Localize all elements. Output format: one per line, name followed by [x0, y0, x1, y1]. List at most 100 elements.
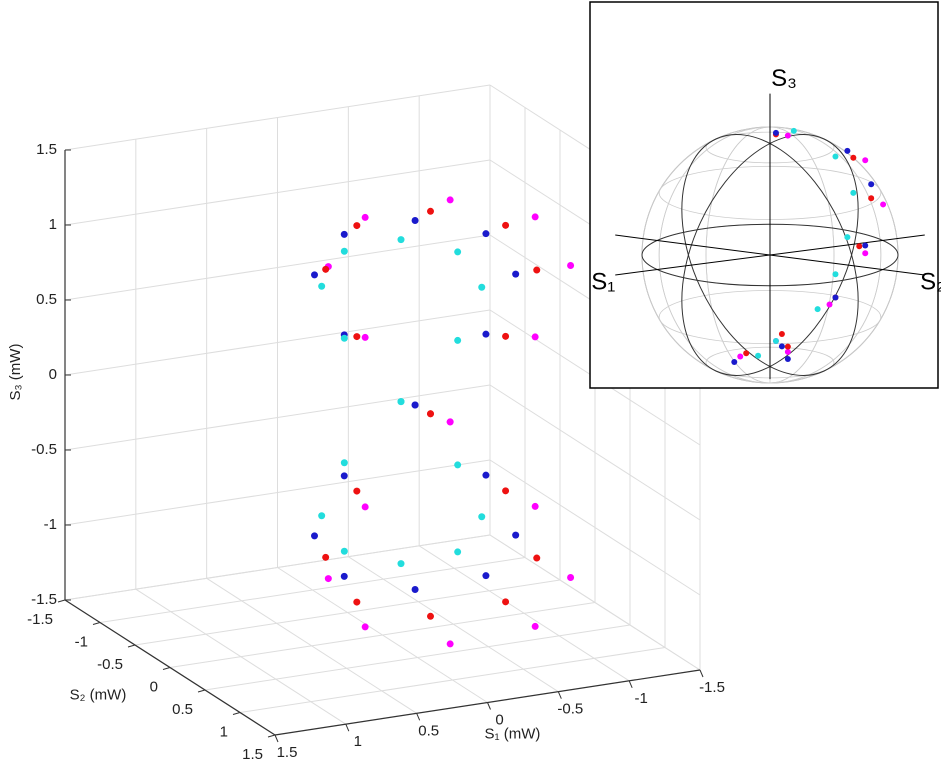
data-point: [454, 336, 462, 344]
data-point: [531, 502, 539, 510]
data-point: [340, 547, 348, 555]
data-point: [340, 247, 348, 255]
x-axis-label: S₁ (mW): [485, 725, 541, 742]
data-point: [502, 487, 510, 495]
data-point: [784, 348, 791, 355]
data-point: [502, 332, 510, 340]
data-point: [778, 330, 785, 337]
data-point: [826, 301, 833, 308]
x-tick-label: 1: [354, 733, 362, 750]
data-point: [411, 217, 419, 225]
data-point: [311, 532, 318, 540]
data-point: [533, 266, 541, 274]
data-point: [814, 306, 821, 313]
data-point: [361, 623, 369, 631]
tick-mark: [274, 734, 279, 743]
data-point: [482, 572, 490, 580]
data-point: [567, 262, 575, 270]
data-point: [868, 181, 875, 188]
data-point: [502, 221, 510, 229]
tick-mark: [345, 723, 350, 732]
data-point: [446, 418, 454, 426]
data-point: [512, 270, 520, 278]
data-point: [832, 153, 839, 160]
data-point: [832, 294, 839, 301]
data-point: [862, 157, 869, 164]
x-tick-label: -0.5: [557, 701, 583, 718]
data-point: [862, 250, 869, 257]
data-point: [512, 531, 520, 539]
data-point: [361, 333, 369, 341]
data-point: [784, 355, 791, 362]
tick-mark: [92, 622, 101, 625]
data-point: [772, 337, 779, 344]
tick-mark: [267, 734, 276, 738]
data-point: [361, 213, 369, 221]
tick-mark: [416, 713, 421, 721]
grid-line: [99, 557, 526, 623]
data-point: [353, 487, 361, 495]
x-tick-label: 1.5: [277, 744, 298, 760]
grid-line: [134, 579, 561, 646]
y-tick-label: -1.5: [27, 611, 53, 628]
z-tick-label: 0.5: [36, 291, 57, 308]
data-point: [340, 334, 348, 342]
grid-line: [64, 534, 491, 601]
x-tick-label: 0.5: [418, 722, 439, 739]
data-point: [411, 586, 419, 594]
grid-line: [239, 647, 666, 713]
data-point: [844, 234, 851, 241]
data-point: [844, 147, 851, 154]
z-tick-label: 1: [49, 216, 57, 233]
tick-mark: [232, 712, 241, 715]
data-point: [482, 230, 490, 238]
data-point: [446, 196, 454, 204]
data-point: [832, 271, 839, 278]
x-tick-label: 0: [495, 711, 503, 728]
y-tick-label: 0: [150, 678, 158, 695]
data-point: [397, 236, 405, 244]
data-point: [531, 622, 539, 630]
x-tick-label: -1.5: [699, 679, 725, 696]
y-axis-label: S₂ (mW): [70, 686, 127, 703]
data-point: [340, 459, 348, 467]
sphere-axis-label: S₃: [771, 65, 797, 92]
z-tick-label: -1.5: [31, 591, 57, 608]
tick-mark: [557, 691, 562, 699]
inset-frame: [589, 1, 939, 389]
data-point: [397, 398, 405, 406]
data-point: [531, 333, 539, 341]
data-point: [411, 401, 419, 409]
data-point: [322, 553, 330, 561]
data-point: [322, 265, 330, 273]
grid-line: [64, 84, 491, 151]
data-point: [731, 358, 738, 365]
data-point: [531, 213, 539, 221]
tick-mark: [628, 680, 633, 689]
y-tick-label: -0.5: [97, 656, 123, 673]
inset: S₁ S₂ S₃: [589, 1, 941, 389]
data-point: [862, 242, 869, 249]
tick-mark: [699, 669, 704, 678]
data-point: [340, 572, 348, 580]
data-point: [533, 554, 541, 562]
data-point: [478, 513, 486, 521]
z-axis-label: S₃ (mW): [7, 344, 24, 401]
z-tick-label: 0: [49, 366, 57, 383]
tick-mark: [487, 702, 491, 710]
data-point: [784, 132, 791, 139]
grid-line: [204, 624, 631, 691]
data-point: [856, 243, 863, 250]
data-point: [454, 248, 462, 256]
grid-line: [489, 534, 701, 671]
data-point: [567, 574, 575, 582]
data-point: [324, 575, 332, 583]
data-point: [446, 640, 454, 648]
grid-line: [64, 459, 491, 526]
data-point: [868, 195, 875, 202]
data-point: [755, 352, 762, 359]
sphere-axis-label: S₁: [591, 268, 615, 295]
data-point: [478, 283, 486, 291]
y-tick-label: 0.5: [172, 701, 193, 718]
sphere-great-circle: [681, 134, 859, 376]
